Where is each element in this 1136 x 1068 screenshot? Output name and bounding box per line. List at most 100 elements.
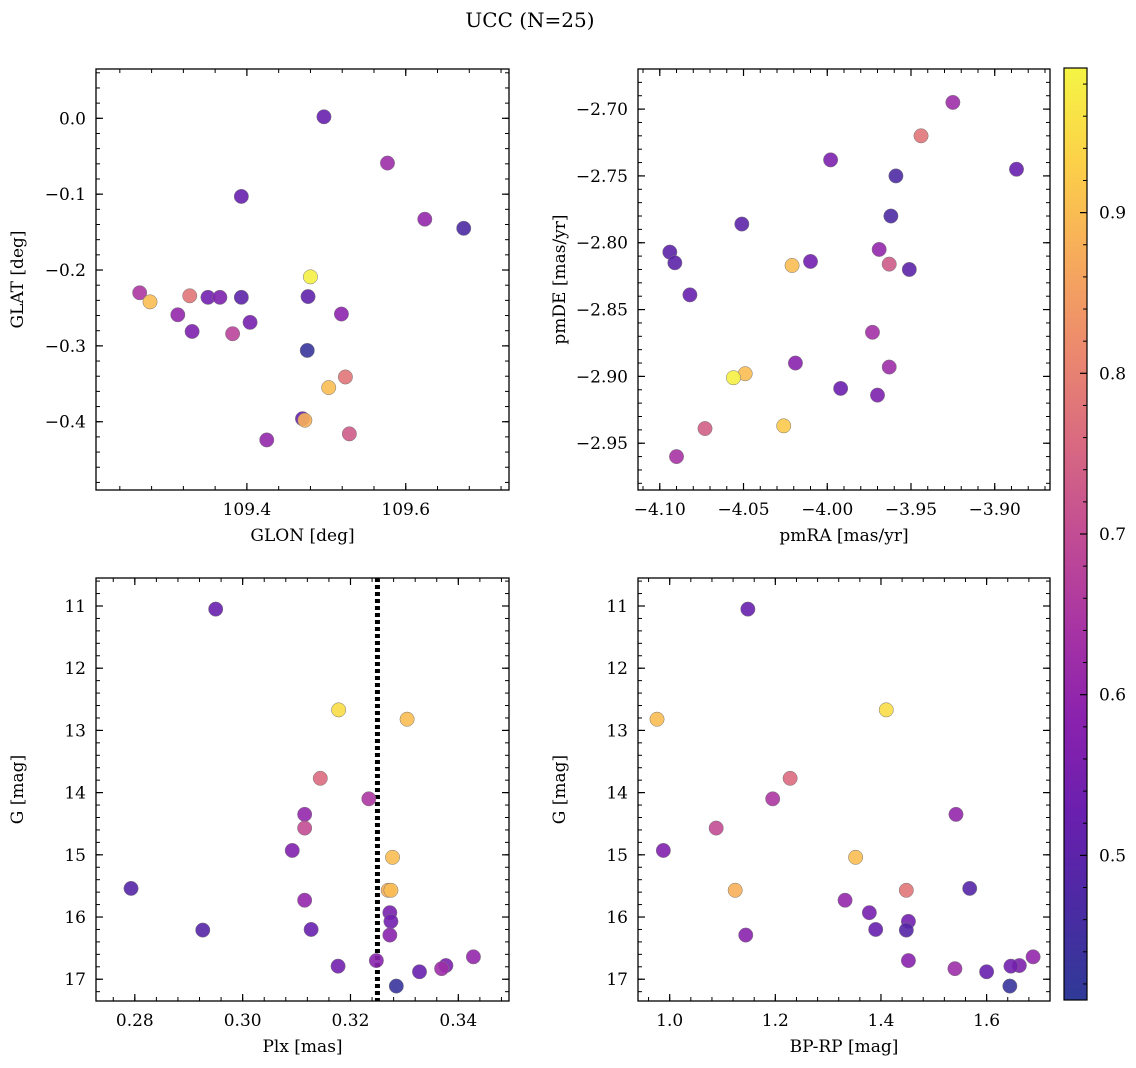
data-point	[259, 432, 275, 448]
data-point	[341, 426, 357, 442]
data-point	[417, 211, 433, 227]
axes-frame	[95, 577, 510, 1002]
data-point	[848, 849, 864, 865]
data-point	[337, 369, 353, 385]
y-tick-label: 12	[64, 659, 86, 679]
y-tick-label: 17	[606, 970, 628, 990]
data-point	[388, 978, 404, 994]
data-point	[284, 843, 300, 858]
x-tick-label: −3.95	[885, 500, 937, 520]
y-tick-label: 16	[606, 908, 628, 928]
y-tick-label: −2.90	[576, 367, 628, 387]
data-point	[297, 412, 313, 428]
x-tick-label: −4.00	[801, 500, 853, 520]
data-point	[1025, 949, 1041, 965]
panel-glon-glat: 109.4 109.6 −0.4 −0.3 −0.2 −0.1 0.0 GLON [deg]…	[8, 68, 510, 546]
data-point	[383, 882, 399, 898]
data-point	[667, 255, 683, 271]
x-tick-label: −3.90	[969, 500, 1021, 520]
data-point	[361, 791, 377, 807]
x-tick-label: −4.05	[717, 500, 769, 520]
panel-plx-g: 0.28 0.30 0.32 0.34 11 12 13 14 15 16 17 Plx [mas]…	[8, 577, 510, 1057]
y-tick-label: −2.95	[576, 434, 628, 454]
data-point	[184, 324, 200, 339]
y-tick-label: 14	[64, 784, 86, 804]
y-axis-label: pmDE [mas/yr]	[550, 214, 570, 344]
data-point	[297, 892, 313, 908]
y-axis-label: GLAT [deg]	[8, 230, 28, 328]
y-axis-label: G [mag]	[550, 755, 570, 824]
x-axis-label: Plx [mas]	[262, 1037, 342, 1057]
data-point	[142, 294, 158, 310]
scatter-points	[123, 578, 481, 1001]
data-point	[962, 880, 978, 896]
axis-ticks	[638, 578, 1050, 1001]
x-axis-label: GLON [deg]	[250, 526, 354, 546]
colorbar-tick-label: 0.7	[1099, 525, 1126, 545]
data-point	[382, 927, 398, 943]
data-point	[655, 843, 671, 858]
data-point	[738, 927, 754, 943]
colorbar-tick-label: 0.9	[1099, 204, 1126, 224]
scatter-points	[662, 94, 1024, 465]
data-point	[787, 355, 803, 371]
data-point	[901, 262, 917, 277]
data-point	[979, 964, 995, 980]
tick-labels: −4.10 −4.05 −4.00 −3.95 −3.90 −2.95 −2.90 −2.85…	[576, 100, 1021, 520]
x-tick-label: 0.28	[116, 1011, 154, 1031]
data-point	[385, 849, 400, 865]
data-point	[182, 288, 198, 304]
data-point	[888, 168, 904, 184]
data-point	[837, 892, 853, 908]
data-point	[898, 882, 914, 898]
scatter-points	[649, 601, 1041, 994]
x-tick-label: 109.6	[381, 500, 430, 520]
data-point	[803, 254, 818, 269]
axis-ticks	[96, 69, 509, 490]
data-point	[1003, 958, 1019, 974]
data-point	[132, 285, 148, 301]
colorbar-tick-label: 0.5	[1099, 846, 1126, 866]
axes-frame	[95, 68, 510, 491]
data-point	[727, 882, 743, 898]
data-point	[898, 922, 914, 938]
y-tick-label: 16	[64, 908, 86, 928]
data-point	[947, 961, 963, 977]
data-point	[868, 922, 884, 937]
y-tick-label: −0.2	[45, 261, 86, 281]
tick-labels: 0.28 0.30 0.32 0.34 11 12 13 14 15 16 17	[64, 597, 477, 1031]
colorbar-ticks: 0.5 0.6 0.7 0.8 0.9	[1080, 83, 1126, 985]
data-point	[823, 152, 839, 168]
x-axis-label: pmRA [mas/yr]	[779, 526, 908, 546]
x-tick-label: 1.0	[656, 1011, 683, 1031]
data-point	[734, 216, 750, 232]
data-point	[861, 905, 877, 921]
x-tick-label: 109.4	[223, 500, 272, 520]
data-point	[870, 387, 885, 403]
y-tick-label: −2.80	[576, 234, 628, 254]
x-tick-label: −4.10	[634, 500, 686, 520]
y-tick-label: −2.85	[576, 301, 628, 321]
data-point	[1009, 161, 1024, 177]
data-point	[649, 711, 665, 727]
data-point	[123, 880, 139, 896]
data-point	[465, 949, 481, 965]
data-point	[233, 188, 249, 204]
x-tick-label: 1.6	[973, 1011, 1000, 1031]
data-point	[300, 289, 316, 305]
data-point	[208, 601, 224, 617]
data-point	[784, 258, 800, 273]
data-point	[316, 109, 332, 125]
x-tick-label: 0.32	[332, 1011, 370, 1031]
data-point	[242, 314, 258, 330]
data-point	[195, 922, 211, 938]
y-tick-label: 17	[64, 970, 86, 990]
data-point	[669, 449, 684, 465]
y-tick-label: −0.1	[45, 185, 86, 205]
x-tick-label: 0.30	[224, 1011, 262, 1031]
y-axis-label: G [mag]	[8, 755, 28, 824]
data-point	[297, 806, 313, 822]
data-point	[302, 269, 318, 285]
data-point	[312, 770, 328, 786]
data-point	[299, 342, 315, 358]
